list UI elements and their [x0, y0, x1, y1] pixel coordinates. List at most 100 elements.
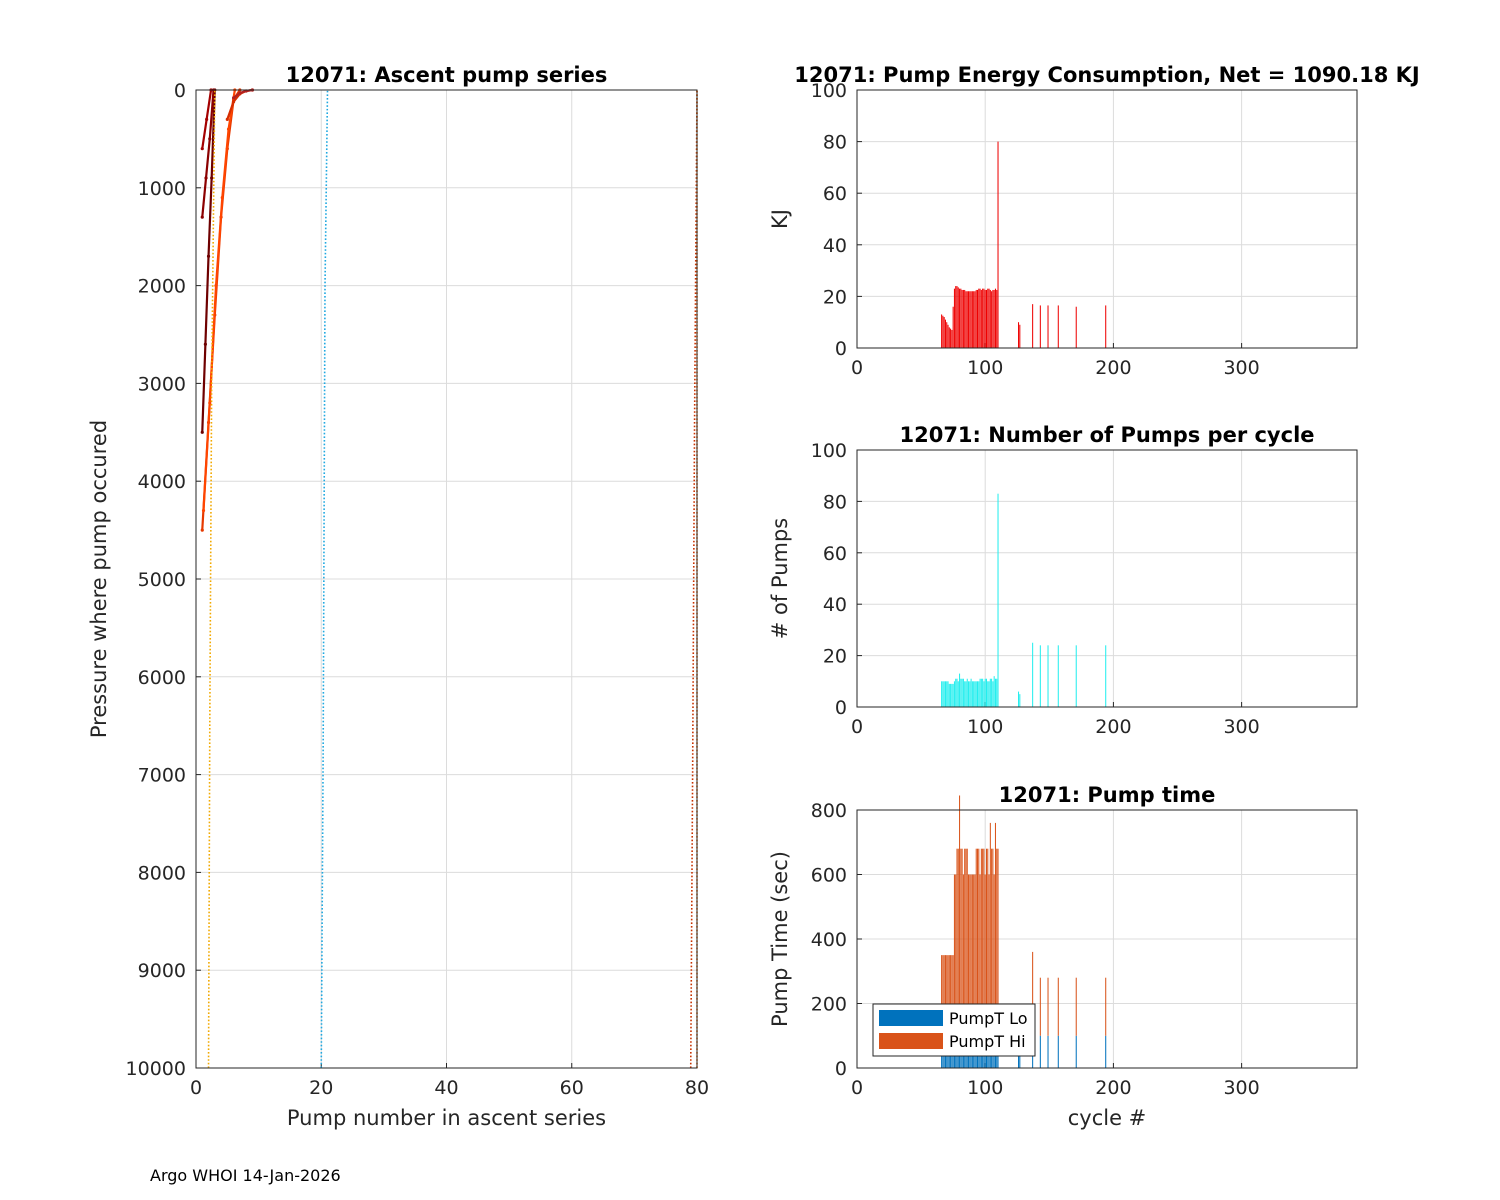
pumptime-bar-pumpt-hi: [959, 795, 961, 1036]
pumptime-bar-pumpt-hi: [970, 874, 972, 1036]
pumps-plot-area: [857, 450, 1357, 707]
pumps-bar: [1019, 694, 1021, 707]
energy-bar: [991, 291, 993, 348]
pumps-bar: [980, 678, 982, 707]
pumptime-bar-pumpt-hi: [991, 848, 993, 1036]
pumps-bar: [1032, 642, 1034, 707]
pumps-y-tick-label: 80: [823, 491, 847, 513]
energy-bar: [960, 288, 962, 348]
pumps-y-tick-label: 20: [823, 646, 847, 668]
pumptime-bar-pumpt-hi: [989, 822, 991, 1036]
pumptime-bar-pumpt-hi: [1105, 977, 1107, 1036]
energy-bar: [964, 289, 966, 348]
pumps-bar: [992, 681, 994, 707]
pumptime-bar-pumpt-hi: [950, 955, 952, 1039]
ascent-y-axis-label: Pressure where pump occured: [87, 420, 111, 738]
energy-bar: [947, 324, 949, 348]
energy-y-tick-label: 80: [823, 132, 847, 154]
pumptime-bar-pumpt-hi: [982, 848, 984, 1036]
ascent-x-tick-label: 0: [190, 1077, 202, 1099]
energy-x-tick-label: 300: [1223, 357, 1259, 379]
ascent-x-tick-label: 40: [434, 1077, 458, 1099]
pumps-bar: [978, 681, 980, 707]
pumps-bar: [953, 681, 955, 707]
energy-y-axis-label: KJ: [768, 209, 792, 229]
energy-bar: [987, 288, 989, 348]
pumptime-bar-pumpt-hi: [948, 955, 950, 1039]
ascent-point-profile-a: [203, 342, 207, 346]
legend-label-pumpt-lo: PumpT Lo: [949, 1009, 1028, 1028]
pumptime-chart: 0 100 200 300 0 200 400 600 800 12071: Pump time c…: [768, 783, 1358, 1130]
ascent-y-tick-label: 1000: [138, 178, 186, 200]
pumps-bar: [984, 678, 986, 707]
ascent-point-profile-g: [231, 96, 236, 100]
pumps-y-axis-label: # of Pumps: [768, 518, 792, 640]
pumptime-bar-pumpt-lo: [1057, 1035, 1059, 1068]
energy-bar: [993, 289, 995, 348]
ascent-line-profile-b: [201, 89, 215, 218]
pumptime-bar-pumpt-hi: [997, 848, 999, 1036]
pumps-bar: [971, 681, 973, 707]
pumptime-bar-pumpt-lo: [1075, 1035, 1077, 1068]
pumps-bar: [991, 678, 993, 707]
energy-bar: [982, 288, 984, 348]
ascent-point-profile-e: [208, 401, 212, 405]
energy-plot-area: [857, 90, 1357, 348]
energy-bar: [953, 288, 955, 348]
ascent-point-profile-e: [220, 195, 224, 200]
energy-bar: [1105, 305, 1107, 348]
energy-bar: [1018, 322, 1020, 348]
pumps-bar: [947, 681, 949, 707]
energy-bar: [1039, 305, 1041, 348]
pumptime-bar-pumpt-hi: [994, 822, 996, 1036]
pumps-bar: [950, 683, 952, 707]
energy-bar: [941, 314, 943, 348]
pumps-bar: [959, 673, 961, 707]
pumptime-y-tick-label: 0: [835, 1058, 847, 1080]
energy-bar: [973, 291, 975, 348]
energy-y-tick-label: 20: [823, 286, 847, 308]
energy-bar: [948, 327, 950, 348]
pumptime-bar-pumpt-hi: [984, 874, 986, 1036]
ascent-point-profile-f: [231, 100, 236, 104]
pumptime-bar-pumpt-hi: [943, 955, 945, 1039]
pumptime-bar-pumpt-hi: [964, 848, 966, 1036]
ascent-y-tick-label: 0: [174, 80, 186, 102]
pumps-bar: [964, 681, 966, 707]
energy-bar: [962, 289, 964, 348]
energy-bar: [951, 329, 953, 348]
ascent-title: 12071: Ascent pump series: [286, 63, 608, 87]
ascent-point-profile-f: [225, 117, 229, 121]
ascent-line-profile-e: [202, 89, 236, 511]
pumptime-bar-pumpt-hi: [974, 874, 976, 1036]
energy-bar: [1032, 304, 1034, 348]
pumptime-bar-pumpt-lo: [1047, 1035, 1049, 1068]
energy-bar: [955, 286, 957, 348]
pumps-bar: [977, 681, 979, 707]
pumptime-y-axis-label: Pump Time (sec): [768, 851, 792, 1027]
pumps-bar: [1039, 645, 1041, 707]
pumptime-bar-pumpt-hi: [946, 955, 948, 1039]
energy-y-tick-label: 0: [835, 338, 847, 360]
pumptime-bar-pumpt-hi: [962, 874, 964, 1036]
pumps-bar: [1057, 645, 1059, 707]
pumptime-bar-pumpt-lo: [1105, 1035, 1107, 1068]
ascent-x-tick-label: 80: [685, 1077, 709, 1099]
pumptime-bar-pumpt-hi: [961, 848, 963, 1036]
pumps-bar: [970, 678, 972, 707]
pumptime-bar-pumpt-hi: [956, 848, 958, 1036]
energy-y-tick-label: 40: [823, 235, 847, 257]
pumptime-bar-pumpt-hi: [975, 848, 977, 1036]
energy-bar: [974, 291, 976, 348]
energy-x-tick-label: 100: [967, 357, 1003, 379]
ascent-point-profile-g: [238, 91, 242, 95]
ascent-x-tick-label: 20: [309, 1077, 333, 1099]
pumps-y-tick-label: 60: [823, 543, 847, 565]
pumps-bar: [1047, 645, 1049, 707]
energy-bar: [994, 288, 996, 348]
energy-bar: [969, 291, 971, 348]
pumps-bar: [1105, 645, 1107, 707]
pumps-bar: [966, 678, 968, 707]
pumps-title: 12071: Number of Pumps per cycle: [899, 423, 1314, 447]
ascent-y-tick-label: 2000: [138, 276, 186, 298]
